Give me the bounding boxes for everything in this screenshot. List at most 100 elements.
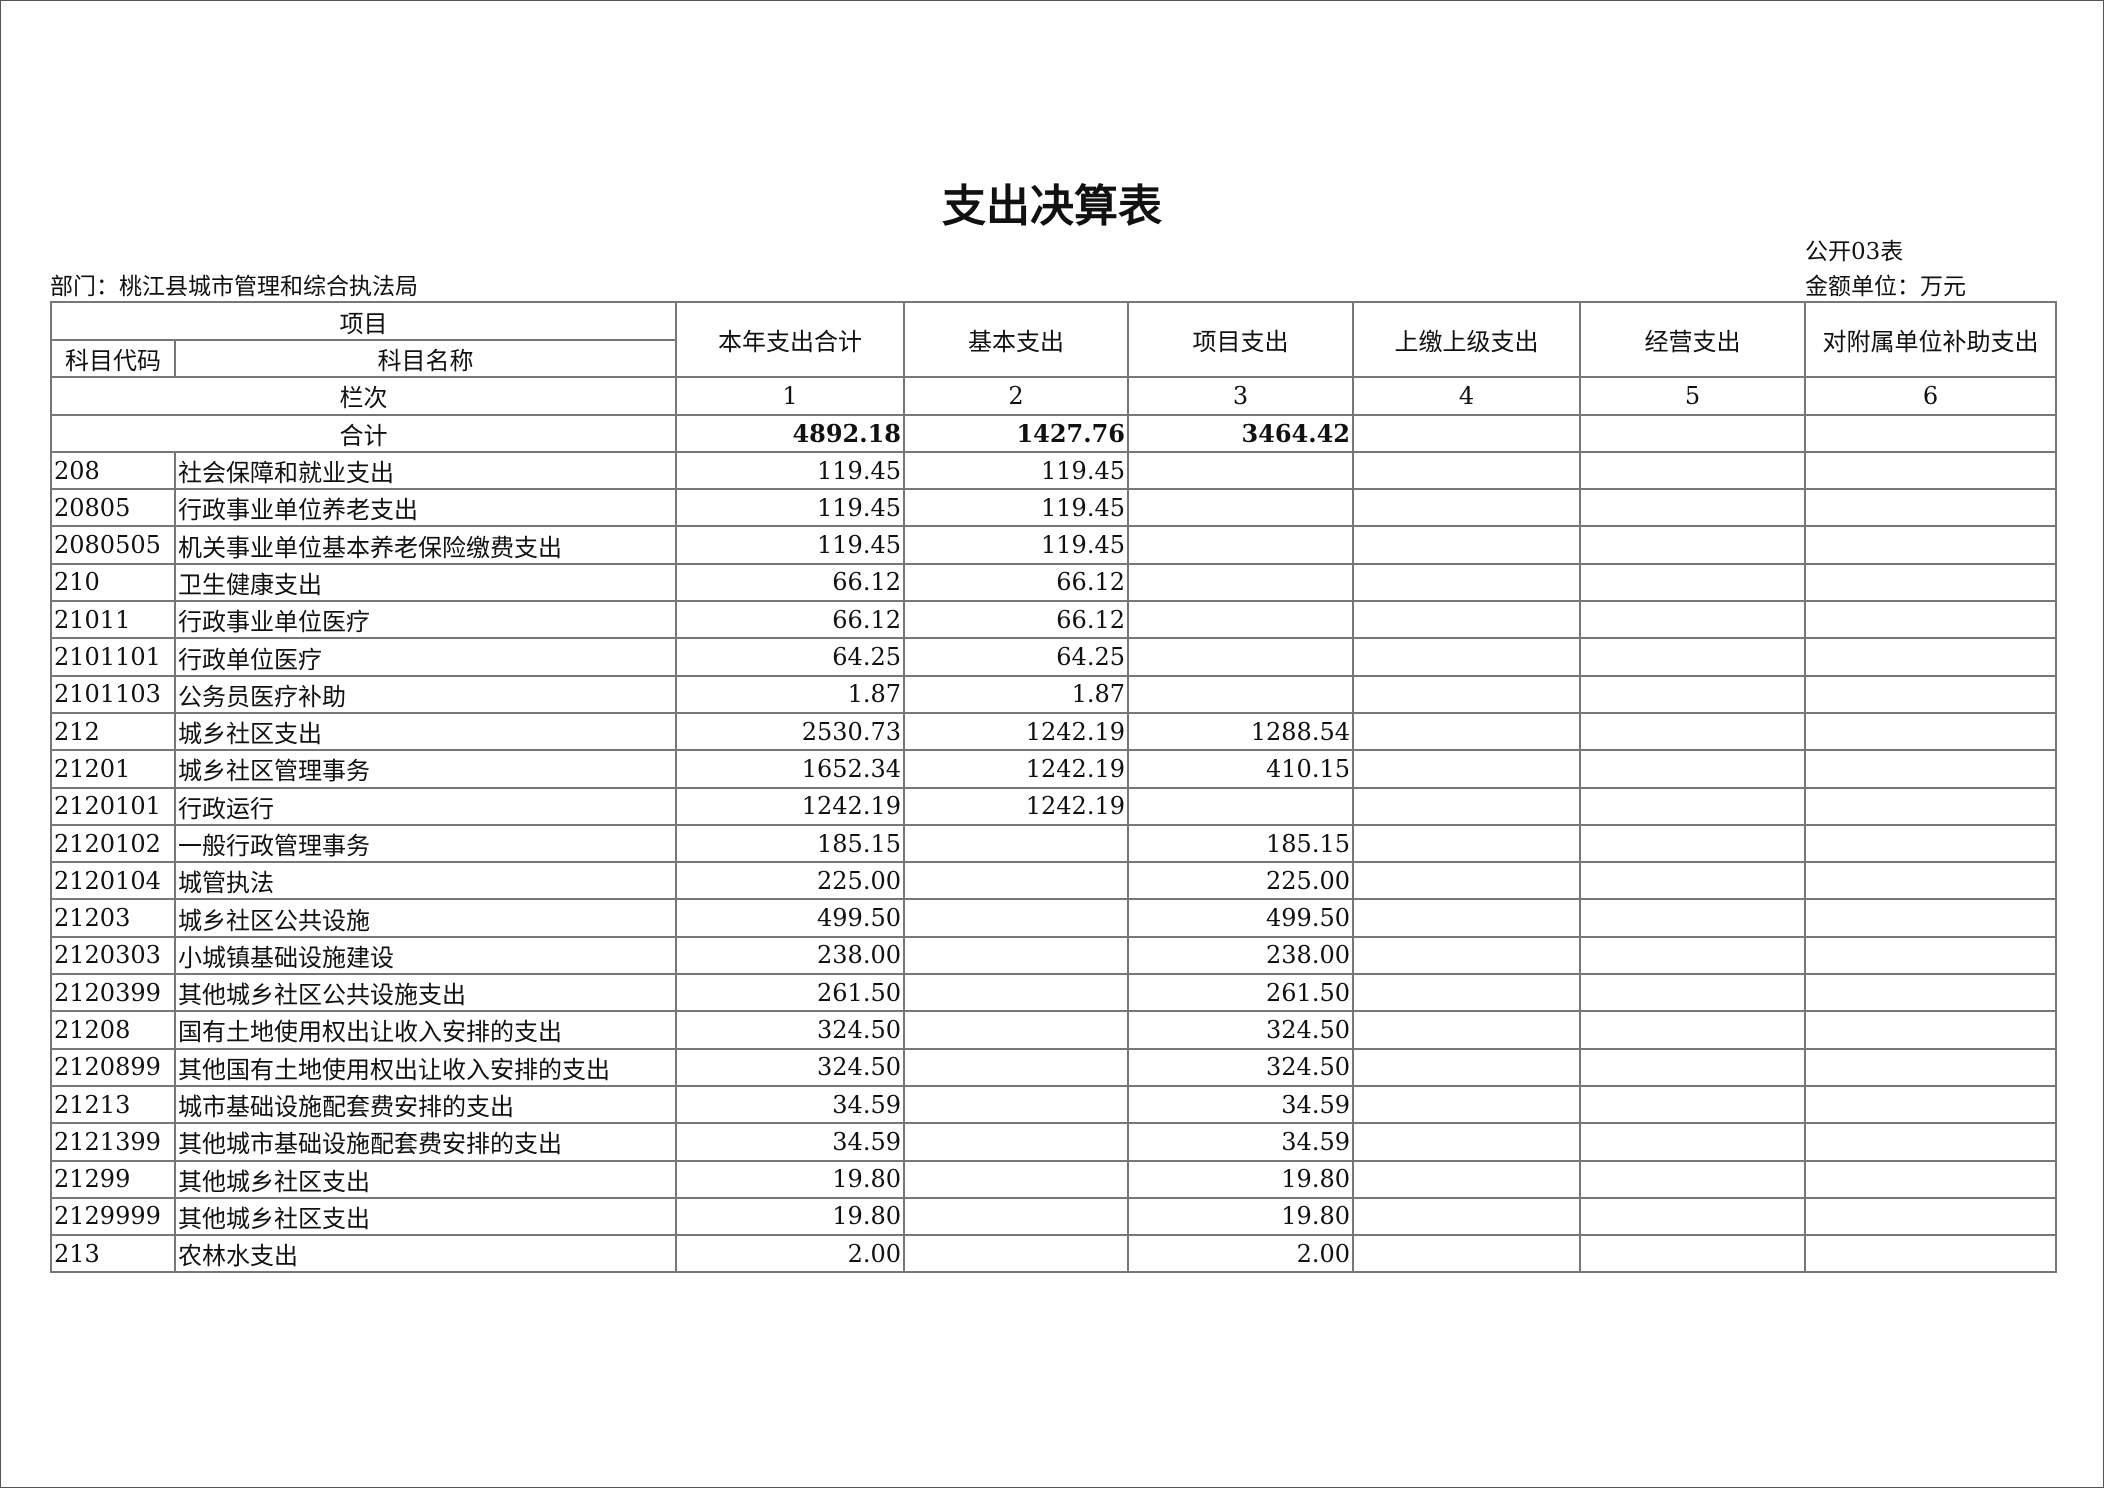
amount-cell bbox=[1579, 488, 1806, 528]
amount-cell: 324.50 bbox=[1127, 1010, 1354, 1050]
amount-cell: 1.87 bbox=[675, 674, 905, 714]
subject-name: 行政单位医疗 bbox=[174, 637, 677, 677]
amount-cell: 261.50 bbox=[1127, 973, 1354, 1013]
subject-code: 21213 bbox=[50, 1084, 176, 1125]
table-row: 2101101 行政单位医疗 64.25 64.25 bbox=[50, 637, 2057, 677]
amount-cell bbox=[1352, 488, 1581, 528]
amount-cell bbox=[903, 1159, 1129, 1199]
amount-cell: 119.45 bbox=[903, 450, 1129, 491]
amount-cell bbox=[1579, 1010, 1806, 1050]
table-row: 21299 其他城乡社区支出 19.80 19.80 bbox=[50, 1159, 2057, 1199]
subject-name: 其他国有土地使用权出让收入安排的支出 bbox=[174, 1047, 677, 1087]
form-number: 公开03表 bbox=[1805, 239, 1904, 265]
amount-cell bbox=[1579, 1084, 1806, 1125]
subject-code: 2080505 bbox=[50, 525, 176, 565]
amount-cell bbox=[1579, 823, 1806, 864]
header-col-1: 本年支出合计 bbox=[675, 300, 905, 379]
amount-cell bbox=[903, 973, 1129, 1013]
amount-cell: 1242.19 bbox=[903, 711, 1129, 752]
subject-code: 208 bbox=[50, 450, 176, 491]
amount-cell bbox=[1804, 562, 2057, 603]
amount-cell bbox=[1352, 786, 1581, 826]
subject-name: 卫生健康支出 bbox=[174, 562, 677, 603]
subject-code: 21203 bbox=[50, 898, 176, 938]
order-5: 5 bbox=[1579, 376, 1806, 416]
amount-cell: 66.12 bbox=[903, 562, 1129, 603]
amount-cell bbox=[1804, 935, 2057, 976]
amount-cell bbox=[1579, 1047, 1806, 1087]
subject-code: 212 bbox=[50, 711, 176, 752]
subject-name: 其他城乡社区支出 bbox=[174, 1196, 677, 1237]
table-row: 21011 行政事业单位医疗 66.12 66.12 bbox=[50, 600, 2057, 640]
table-row: 210 卫生健康支出 66.12 66.12 bbox=[50, 562, 2057, 603]
subject-code: 2101103 bbox=[50, 674, 176, 714]
amount-cell bbox=[1352, 898, 1581, 938]
amount-cell bbox=[1127, 488, 1354, 528]
amount-cell bbox=[1352, 450, 1581, 491]
amount-cell bbox=[1352, 1084, 1581, 1125]
amount-cell bbox=[903, 1234, 1129, 1274]
amount-cell: 2.00 bbox=[1127, 1234, 1354, 1274]
amount-cell bbox=[1804, 450, 2057, 491]
amount-cell bbox=[1804, 786, 2057, 826]
amount-cell: 66.12 bbox=[903, 600, 1129, 640]
amount-cell: 119.45 bbox=[903, 525, 1129, 565]
table-row: 2129999 其他城乡社区支出 19.80 19.80 bbox=[50, 1196, 2057, 1237]
amount-cell: 1242.19 bbox=[675, 786, 905, 826]
subject-name: 社会保障和就业支出 bbox=[174, 450, 677, 491]
amount-cell bbox=[1352, 711, 1581, 752]
amount-cell bbox=[1804, 749, 2057, 789]
amount-cell: 34.59 bbox=[675, 1122, 905, 1162]
amount-cell bbox=[1579, 711, 1806, 752]
subject-code: 2129999 bbox=[50, 1196, 176, 1237]
subject-name: 机关事业单位基本养老保险缴费支出 bbox=[174, 525, 677, 565]
amount-cell bbox=[1579, 637, 1806, 677]
table-row: 2120104 城管执法 225.00 225.00 bbox=[50, 861, 2057, 901]
order-6: 6 bbox=[1804, 376, 2057, 416]
amount-cell: 119.45 bbox=[675, 488, 905, 528]
subject-code: 2120899 bbox=[50, 1047, 176, 1087]
order-3: 3 bbox=[1127, 376, 1354, 416]
amount-cell: 324.50 bbox=[675, 1010, 905, 1050]
total-value: 1427.76 bbox=[903, 413, 1129, 453]
header-col-6: 对附属单位补助支出 bbox=[1804, 300, 2057, 379]
order-2: 2 bbox=[903, 376, 1129, 416]
subject-name: 城乡社区管理事务 bbox=[174, 749, 677, 789]
subject-name: 行政事业单位养老支出 bbox=[174, 488, 677, 528]
total-value bbox=[1579, 413, 1806, 453]
amount-cell bbox=[903, 1084, 1129, 1125]
amount-cell bbox=[1352, 637, 1581, 677]
subject-code: 21208 bbox=[50, 1010, 176, 1050]
total-row: 合计 4892.18 1427.76 3464.42 bbox=[50, 413, 2057, 453]
order-1: 1 bbox=[675, 376, 905, 416]
amount-cell bbox=[1127, 674, 1354, 714]
amount-cell bbox=[1579, 935, 1806, 976]
amount-cell bbox=[1804, 898, 2057, 938]
amount-cell bbox=[1127, 562, 1354, 603]
amount-cell bbox=[1352, 562, 1581, 603]
amount-cell: 119.45 bbox=[675, 450, 905, 491]
amount-cell bbox=[1804, 488, 2057, 528]
amount-cell bbox=[1579, 786, 1806, 826]
table-row: 21203 城乡社区公共设施 499.50 499.50 bbox=[50, 898, 2057, 938]
amount-cell bbox=[1579, 1234, 1806, 1274]
amount-cell: 499.50 bbox=[1127, 898, 1354, 938]
department-label: 部门：桃江县城市管理和综合执法局 bbox=[50, 274, 418, 300]
amount-cell: 499.50 bbox=[675, 898, 905, 938]
subject-name: 农林水支出 bbox=[174, 1234, 677, 1274]
amount-cell bbox=[1127, 637, 1354, 677]
subject-name: 城乡社区公共设施 bbox=[174, 898, 677, 938]
amount-cell: 34.59 bbox=[1127, 1084, 1354, 1125]
amount-cell bbox=[1804, 1122, 2057, 1162]
amount-cell: 66.12 bbox=[675, 562, 905, 603]
amount-cell bbox=[1579, 898, 1806, 938]
subject-code: 2121399 bbox=[50, 1122, 176, 1162]
amount-cell bbox=[1352, 1047, 1581, 1087]
table-row: 212 城乡社区支出 2530.73 1242.19 1288.54 bbox=[50, 711, 2057, 752]
subject-name: 行政事业单位医疗 bbox=[174, 600, 677, 640]
amount-cell bbox=[1804, 1234, 2057, 1274]
amount-cell bbox=[1804, 1196, 2057, 1237]
amount-cell bbox=[1579, 525, 1806, 565]
header-col-4: 上缴上级支出 bbox=[1352, 300, 1581, 379]
amount-cell bbox=[1804, 1084, 2057, 1125]
